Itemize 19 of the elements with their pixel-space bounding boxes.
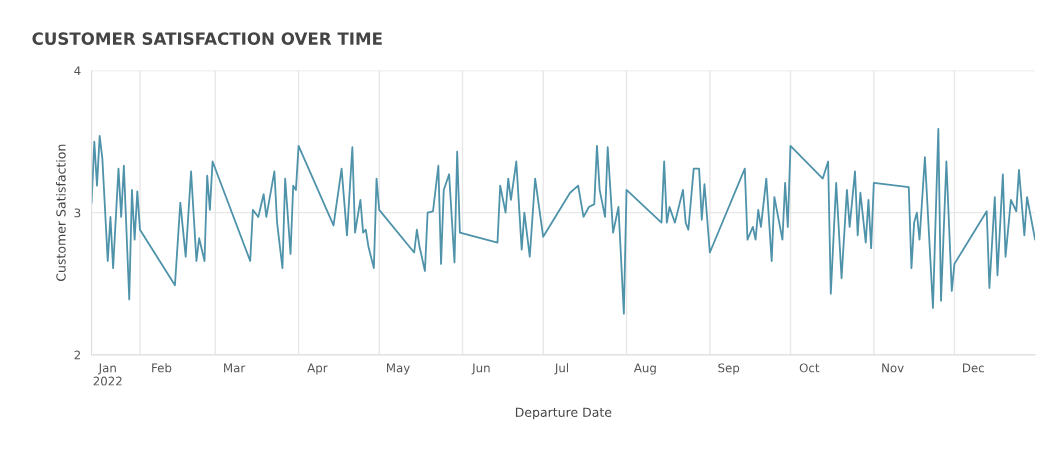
y-tick-label: 3: [74, 208, 81, 218]
x-tick-label: Apr: [307, 363, 328, 375]
x-tick-label: Mar: [224, 363, 246, 373]
x-tick-label: Sep: [718, 363, 740, 375]
x-tick-label: Nov: [882, 363, 904, 373]
x-tick-label: Oct: [799, 363, 820, 373]
y-axis-title: Customer Satisfaction: [56, 144, 66, 281]
x-axis-title: Departure Date: [515, 407, 612, 420]
y-tick-label: 4: [74, 66, 81, 75]
x-tick-label: Dec: [963, 363, 984, 373]
y-tick-label: 2: [74, 350, 81, 360]
x-tick-label: Aug: [633, 363, 656, 375]
x-tick-label: May: [387, 363, 410, 375]
chart-title: CUSTOMER SATISFACTION OVER TIME: [32, 32, 382, 45]
x-tick-label: Jan 2022: [93, 363, 122, 386]
x-tick-label: Jul: [554, 363, 569, 375]
line-series: [91, 127, 1036, 315]
x-tick-label: Feb: [152, 363, 172, 373]
x-tick-label: Jun: [471, 363, 490, 375]
